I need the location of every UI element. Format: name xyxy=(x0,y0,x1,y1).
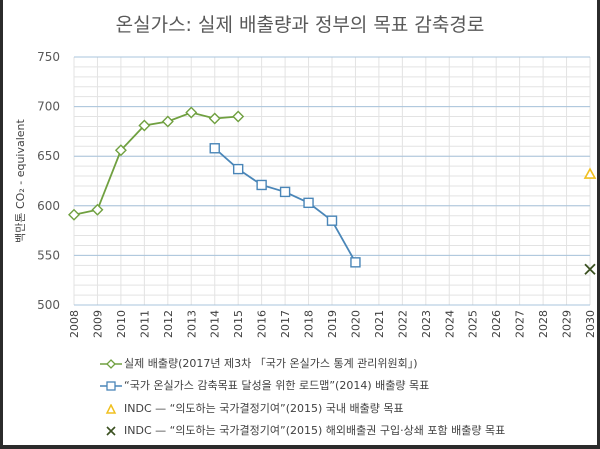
x-tick-label: 2015 xyxy=(232,310,245,338)
y-tick-label: 650 xyxy=(37,149,60,163)
legend-item-actual: 실제 배출량(2017년 제3차 「국가 온실가스 통계 관리위원회」) xyxy=(100,355,418,371)
x-tick-label: 2024 xyxy=(443,310,456,338)
chart-frame xyxy=(3,0,597,445)
x-tick-label: 2029 xyxy=(561,310,574,338)
x-tick-label: 2009 xyxy=(91,310,104,338)
x-tick-label: 2016 xyxy=(256,310,269,338)
y-tick-label: 700 xyxy=(37,100,60,114)
y-tick-label: 550 xyxy=(37,248,60,262)
series-line xyxy=(73,111,239,216)
legend-label: INDC — “의도하는 국가결정기여”(2015) 국내 배출량 목표 xyxy=(124,402,404,415)
y-tick-label: 750 xyxy=(37,50,60,64)
data-point-x xyxy=(584,263,596,275)
data-point-square xyxy=(209,143,220,154)
x-tick-label: 2014 xyxy=(209,310,222,338)
legend-label: 실제 배출량(2017년 제3차 「국가 온실가스 통계 관리위원회」) xyxy=(124,357,418,370)
data-point-diamond xyxy=(114,144,127,157)
x-tick-label: 2028 xyxy=(537,310,550,338)
x-tick-label: 2022 xyxy=(396,310,409,338)
x-tick-label: 2021 xyxy=(373,310,386,338)
legend-label: INDC — “의도하는 국가결정기여”(2015) 해외배출권 구입·상쇄 포… xyxy=(124,424,506,437)
x-tick-label: 2026 xyxy=(490,310,503,338)
data-point-diamond xyxy=(208,112,221,125)
square-marker-icon xyxy=(100,381,122,391)
data-point-square xyxy=(279,186,291,198)
data-point-diamond xyxy=(161,115,174,128)
data-point-square xyxy=(326,215,338,226)
x-tick-label: 2008 xyxy=(68,310,81,338)
x-tick-label: 2013 xyxy=(185,310,198,338)
data-point-square xyxy=(256,179,267,191)
diamond-marker-icon xyxy=(100,359,122,369)
x-tick-label: 2010 xyxy=(115,310,128,338)
data-point-diamond xyxy=(91,203,104,216)
data-point-triangle xyxy=(583,167,597,179)
x-tick-label: 2018 xyxy=(303,310,316,338)
y-axis-label: 백만톤 CO₂ - equivalent xyxy=(14,118,27,242)
x-tick-label: 2011 xyxy=(138,310,151,338)
x-tick-label: 2012 xyxy=(162,310,175,338)
x-marker-icon xyxy=(106,426,116,436)
legend-item-indc-overseas: INDC — “의도하는 국가결정기여”(2015) 해외배출권 구입·상쇄 포… xyxy=(100,422,505,438)
x-tick-label: 2025 xyxy=(467,310,480,338)
y-tick-label: 600 xyxy=(37,199,60,213)
x-tick-label: 2027 xyxy=(514,310,527,338)
legend-label: “국가 온실가스 감축목표 달성을 위한 로드맵”(2014) 배출량 목표 xyxy=(124,379,430,392)
data-point-square xyxy=(232,163,244,175)
data-point-diamond xyxy=(232,110,245,123)
x-tick-label: 2019 xyxy=(326,310,339,338)
triangle-marker-icon xyxy=(105,403,117,414)
data-point-square xyxy=(303,197,314,209)
data-point-diamond xyxy=(68,208,80,221)
x-tick-label: 2023 xyxy=(420,310,433,338)
chart-title: 온실가스: 실제 배출량과 정부의 목표 감축경로 xyxy=(115,14,485,36)
data-point-diamond xyxy=(185,106,198,119)
legend-item-roadmap: “국가 온실가스 감축목표 달성을 위한 로드맵”(2014) 배출량 목표 xyxy=(100,377,429,393)
y-tick-label: 500 xyxy=(37,298,60,312)
data-point-square xyxy=(350,257,361,268)
x-tick-label: 2020 xyxy=(349,310,362,338)
legend-item-indc-domestic: INDC — “의도하는 국가결정기여”(2015) 국내 배출량 목표 xyxy=(100,400,404,416)
x-tick-label: 2017 xyxy=(279,310,292,338)
x-tick-label: 2030 xyxy=(584,310,597,338)
data-point-diamond xyxy=(138,119,151,132)
